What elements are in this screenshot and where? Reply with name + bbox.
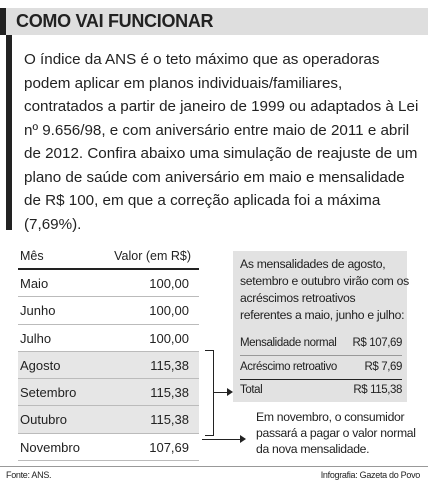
monthly-label: Mensalidade normal — [240, 337, 337, 349]
row-month: Maio — [20, 276, 49, 291]
total-row: Total R$ 115,38 — [240, 380, 402, 402]
row-month: Agosto — [20, 357, 61, 373]
retro-label: Acréscimo retroativo — [240, 361, 337, 373]
november-note: Em novembro, o consumidor passará a paga… — [256, 410, 416, 456]
row-month: Novembro — [20, 439, 80, 455]
retroactive-info-box: As mensalidades de agosto, setembro e ou… — [233, 251, 409, 402]
table-row: Setembro 115,38 — [18, 379, 199, 407]
header-value: Valor (em R$) — [114, 249, 191, 263]
intro-paragraph: O índice da ANS é o teto máximo que as o… — [24, 51, 419, 233]
footer: Fonte: ANS. Infografia: Gazeta do Povo — [0, 466, 428, 487]
table-row: Novembro 107,69 — [18, 434, 199, 462]
row-month: Outubro — [20, 412, 67, 428]
row-month: Julho — [20, 330, 52, 346]
total-label: Total — [240, 384, 263, 396]
bracket-connector — [205, 350, 214, 436]
info-box-text: As mensalidades de agosto, setembro e ou… — [240, 257, 409, 322]
row-month: Junho — [20, 303, 56, 319]
table-row: Junho 100,00 — [18, 297, 199, 325]
retro-row: Acréscimo retroativo R$ 7,69 — [240, 357, 402, 379]
retro-value: R$ 7,69 — [364, 361, 403, 373]
intro-rule — [6, 35, 12, 230]
simulation-table: Mês Valor (em R$) Maio 100,00 Junho 100,… — [18, 246, 199, 462]
source-credit: Fonte: ANS. — [6, 470, 52, 480]
table-header: Mês Valor (em R$) — [18, 246, 199, 270]
table-row: Outubro 115,38 — [18, 406, 199, 434]
page-title: COMO VAI FUNCIONAR — [16, 11, 214, 31]
infographic-credit: Infografia: Gazeta do Povo — [320, 470, 421, 480]
arrow-right-icon — [240, 435, 246, 443]
footer-rule — [0, 466, 428, 467]
row-value: 115,38 — [150, 357, 189, 373]
header-month: Mês — [20, 249, 44, 263]
row-value: 107,69 — [149, 439, 189, 455]
title-accent — [0, 8, 6, 35]
row-value: 100,00 — [149, 303, 189, 319]
november-connector — [202, 439, 240, 440]
monthly-row: Mensalidade normal R$ 107,69 — [240, 333, 402, 355]
table-row: Julho 100,00 — [18, 325, 199, 352]
table-row: Agosto 115,38 — [18, 351, 199, 380]
title-bar: COMO VAI FUNCIONAR — [0, 8, 428, 35]
total-divider — [240, 379, 402, 380]
info-divider — [240, 355, 402, 356]
total-value: R$ 115,38 — [353, 384, 402, 396]
row-value: 100,00 — [149, 330, 189, 346]
row-month: Setembro — [20, 385, 77, 401]
bracket-arm — [213, 392, 227, 393]
row-value: 115,38 — [150, 412, 189, 428]
arrow-right-icon — [227, 388, 233, 396]
row-value: 100,00 — [149, 276, 189, 291]
row-value: 115,38 — [150, 385, 189, 401]
table-row: Maio 100,00 — [18, 270, 199, 298]
monthly-value: R$ 107,69 — [352, 337, 403, 349]
